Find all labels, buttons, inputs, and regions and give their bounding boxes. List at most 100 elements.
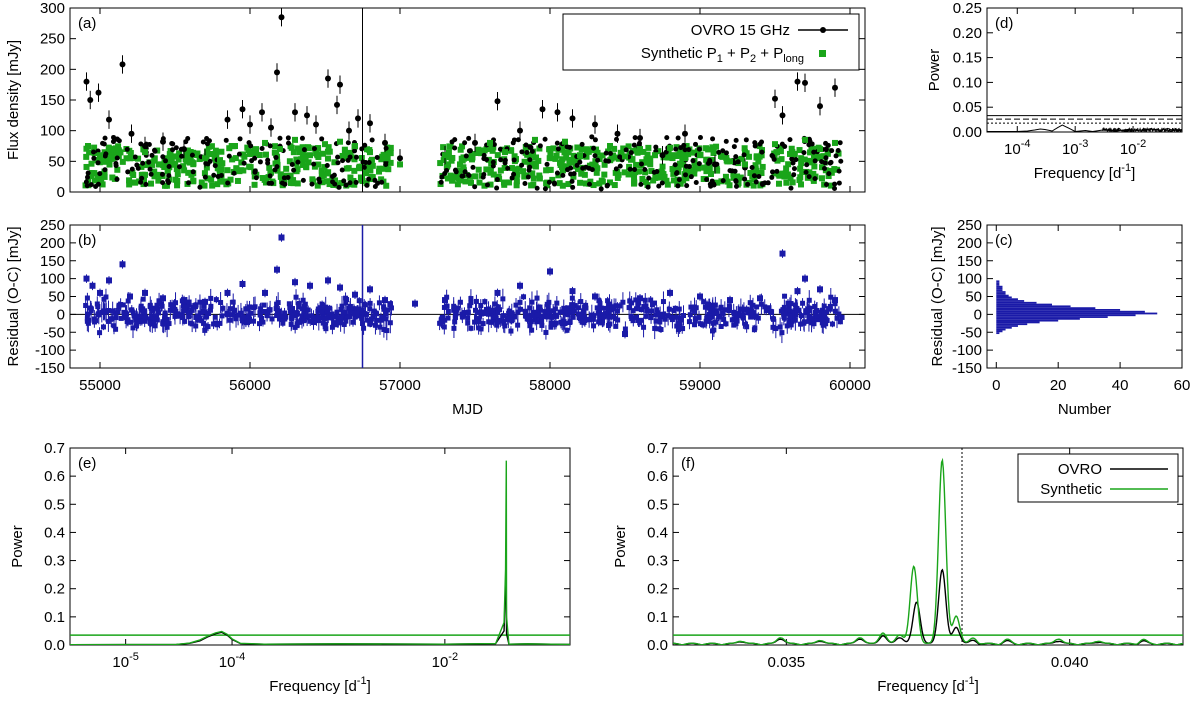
synthetic-point [106, 161, 113, 168]
ovro-point [524, 150, 530, 156]
residual-point [517, 282, 523, 289]
ovro-point [603, 158, 609, 164]
ovro-point [453, 169, 459, 175]
residual-point [201, 320, 207, 326]
synthetic-point [745, 153, 752, 160]
residual-point [307, 318, 313, 324]
residual-point [570, 305, 576, 311]
residual-point [686, 319, 692, 325]
residual-point [86, 317, 92, 323]
residual-point [376, 300, 382, 306]
synthetic-point [481, 147, 488, 154]
ovro-point [159, 171, 165, 177]
ovro-point [682, 147, 688, 153]
residual-point [704, 301, 710, 307]
synthetic-point [827, 182, 834, 189]
residual-point [239, 316, 245, 322]
synthetic-point [648, 168, 655, 175]
residual-point [123, 310, 129, 316]
synthetic-point [523, 172, 530, 179]
histogram-bar [996, 280, 1000, 283]
synthetic-point [213, 152, 220, 159]
synthetic-point [307, 152, 313, 159]
ovro-point [324, 162, 330, 168]
synthetic-point [91, 144, 98, 151]
synthetic-point [224, 167, 231, 174]
residual-point [792, 302, 798, 308]
x-axis-label-e: Frequency [d-1] [269, 675, 371, 695]
residual-point [248, 310, 254, 316]
ovro-point [542, 136, 548, 142]
residual-point [333, 314, 339, 320]
ovro-point [742, 176, 748, 182]
residual-point [637, 295, 643, 302]
synthetic-point [684, 151, 691, 158]
ovro-point [281, 175, 287, 181]
synthetic-point [232, 143, 238, 149]
residual-point [630, 308, 636, 314]
residual-point [591, 313, 597, 319]
residual-point [513, 302, 519, 308]
residual-point [233, 314, 239, 320]
synthetic-point [94, 172, 101, 179]
synthetic-point [174, 182, 181, 189]
residual-point [638, 317, 644, 323]
residual-point [703, 318, 709, 324]
synthetic-point [694, 148, 701, 155]
ovro-point [113, 160, 119, 166]
ovro-point [102, 135, 108, 141]
residual-point [372, 322, 378, 328]
synthetic-point [799, 168, 806, 175]
synthetic-point [218, 148, 225, 155]
ovro-point [523, 142, 529, 148]
residual-point [771, 316, 777, 322]
residual-point [713, 319, 719, 325]
synthetic-point [582, 180, 589, 187]
residual-point [662, 316, 668, 322]
residual-point [343, 318, 349, 324]
residual-point [839, 314, 845, 320]
residual-point [713, 308, 719, 314]
residual-point [95, 304, 101, 310]
residual-point [214, 322, 220, 328]
ovro-point [539, 106, 546, 113]
residual-point [337, 284, 343, 291]
ytick-label-b: -100 [35, 342, 65, 359]
synthetic-point [776, 144, 783, 151]
histogram-bar [996, 314, 1136, 317]
residual-point [377, 324, 383, 330]
synthetic-point [718, 152, 725, 159]
residual-point [371, 308, 377, 314]
ovro-point [568, 165, 574, 171]
residual-point [806, 314, 812, 320]
xtick-exponent: -5 [129, 651, 139, 663]
synthetic-point [574, 166, 581, 173]
ovro-point [170, 147, 176, 153]
ytick-label-b: 250 [40, 217, 65, 234]
residual-point [294, 323, 300, 329]
residual-point [173, 300, 179, 306]
synthetic-point [642, 169, 649, 176]
synthetic-point [172, 161, 179, 168]
synthetic-point [187, 149, 194, 156]
residual-point [809, 316, 815, 322]
synthetic-point [675, 164, 682, 171]
synthetic-point [83, 163, 90, 170]
residual-point [105, 318, 111, 324]
ovro-point [632, 135, 638, 141]
ytick-label-c: 250 [957, 217, 982, 234]
residual-point [374, 317, 380, 323]
ovro-point [265, 157, 271, 163]
ytick-label-d: 0.15 [953, 50, 982, 67]
ovro-point [753, 179, 759, 185]
residual-point [675, 327, 681, 333]
ytick-label-f: 0.5 [647, 496, 668, 513]
synthetic-point [599, 178, 606, 185]
x-axis-label-end: ] [1131, 165, 1135, 182]
ytick-label-c: -50 [960, 324, 982, 341]
residual-point [692, 318, 698, 324]
synthetic-point [663, 177, 670, 184]
synthetic-point [801, 156, 808, 163]
ovro-point [511, 137, 517, 143]
synthetic-point [458, 155, 465, 162]
